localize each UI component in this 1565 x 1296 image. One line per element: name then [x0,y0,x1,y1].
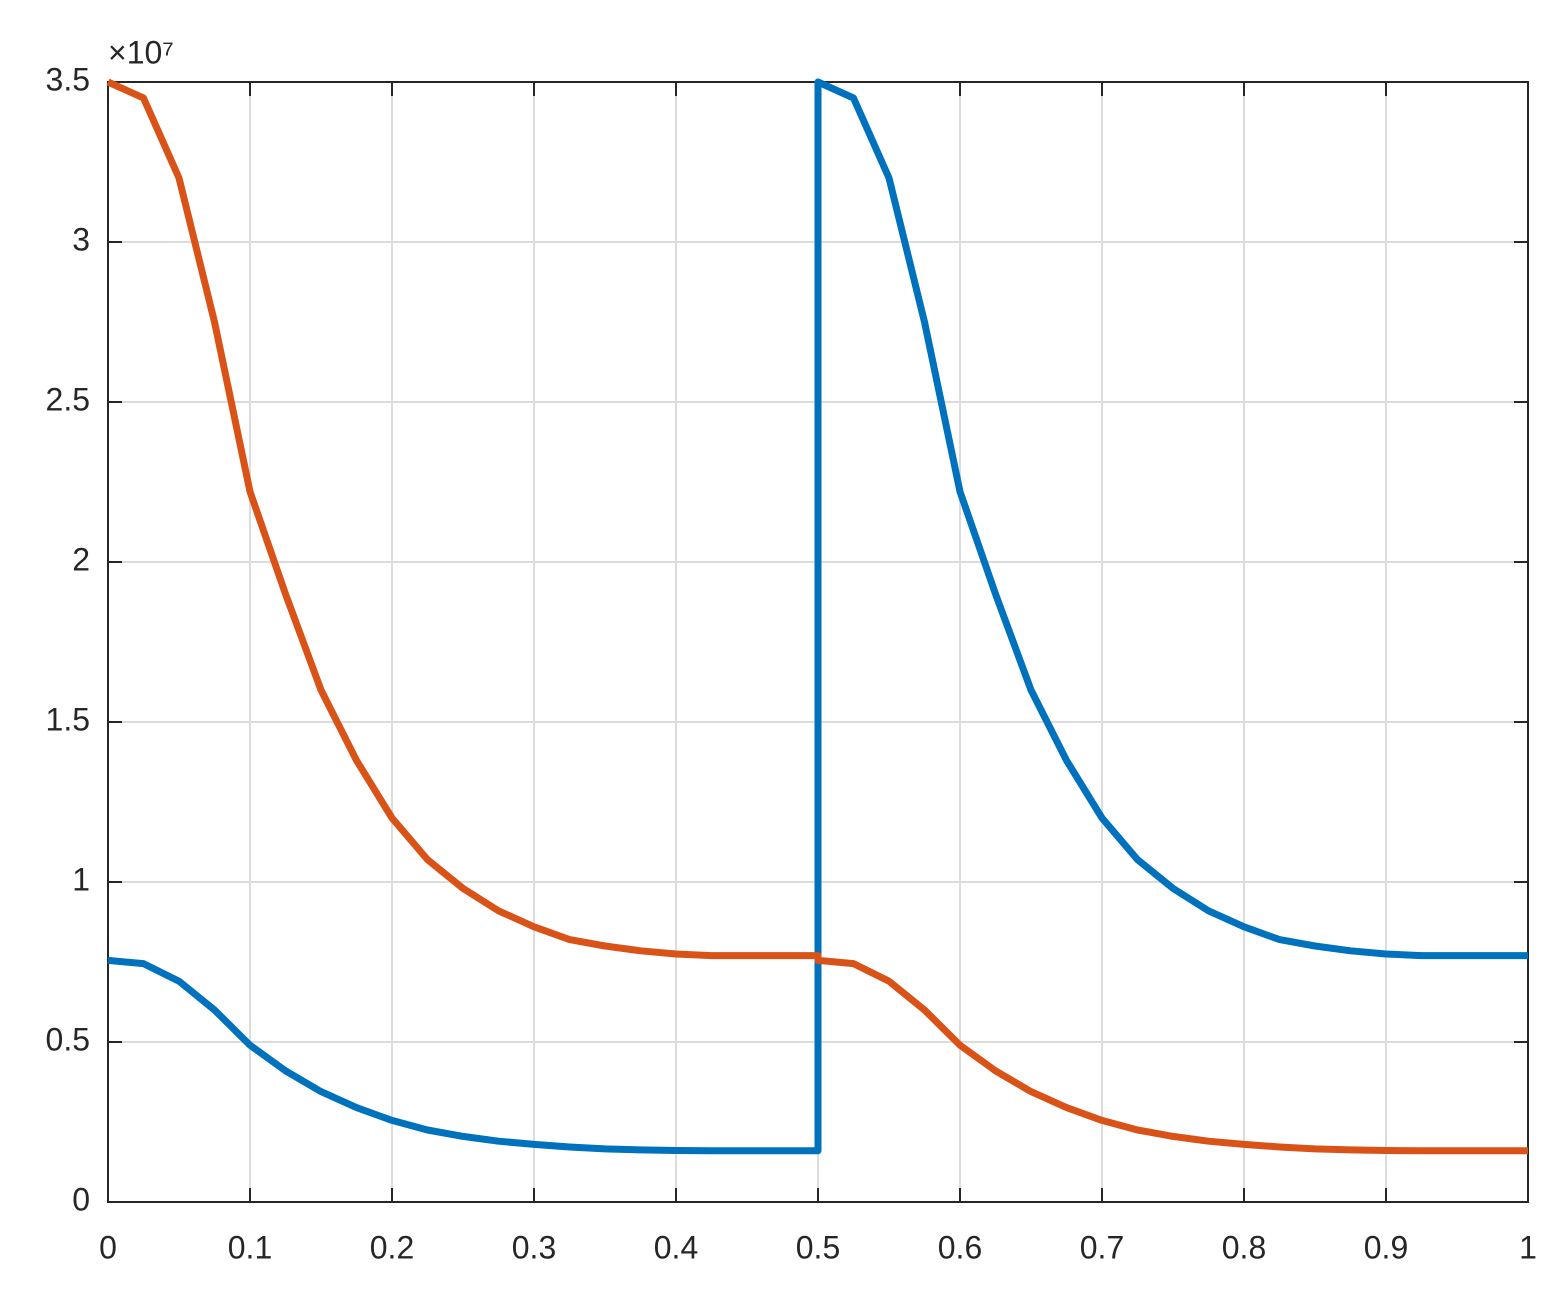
y-tick-label: 1.5 [46,701,90,737]
line-series [106,78,1528,1155]
x-tick-label: 0.7 [1080,1229,1124,1265]
x-tick-label: 1 [1519,1229,1537,1265]
y-tick-label: 3 [72,221,90,257]
y-tick-label: 2 [72,541,90,577]
y-tick-label: 2.5 [46,381,90,417]
line-series [107,78,1528,1155]
x-tick-label: 0.9 [1364,1229,1408,1265]
x-tick-label: 0.2 [370,1229,414,1265]
x-tick-label: 0.4 [654,1229,698,1265]
y-tick-label: 0.5 [46,1021,90,1057]
y-multiplier: ×10⁷ [108,34,174,70]
x-tick-label: 0 [99,1229,117,1265]
x-tick-label: 0.1 [228,1229,272,1265]
y-tick-label: 0 [72,1181,90,1217]
x-tick-label: 0.5 [796,1229,840,1265]
x-tick-label: 0.3 [512,1229,556,1265]
x-tick-label: 0.8 [1222,1229,1266,1265]
y-tick-label: 3.5 [46,61,90,97]
y-tick-label: 1 [72,861,90,897]
x-tick-label: 0.6 [938,1229,982,1265]
